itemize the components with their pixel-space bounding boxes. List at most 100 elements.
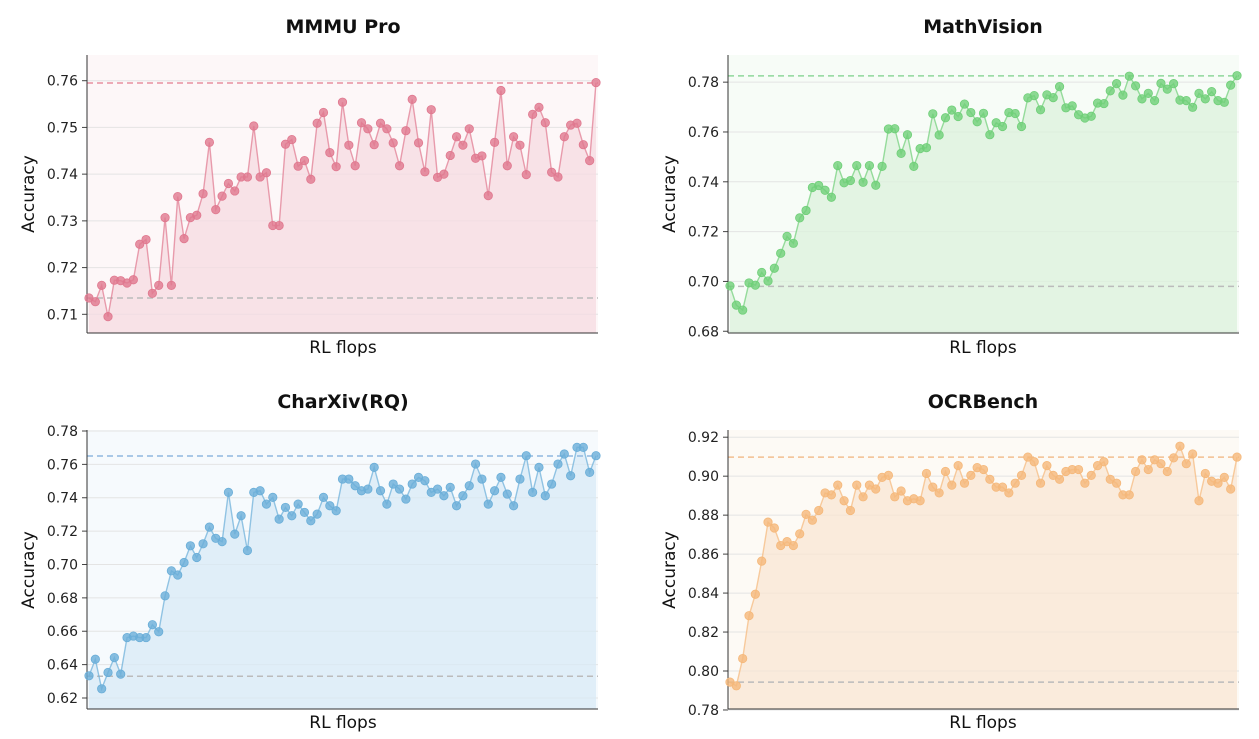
data-point <box>192 210 202 220</box>
data-point <box>451 132 462 142</box>
data-point <box>1226 484 1236 494</box>
y-tick-label: 0.76 <box>47 457 78 473</box>
data-point <box>1035 105 1046 115</box>
data-point <box>451 501 462 511</box>
data-point <box>902 130 913 140</box>
data-point <box>1226 80 1236 90</box>
data-point <box>198 189 208 199</box>
data-point <box>776 248 786 258</box>
data-point <box>489 486 500 496</box>
data-point <box>877 161 887 171</box>
data-point <box>534 102 544 112</box>
data-point <box>274 514 284 524</box>
area-fill <box>89 82 596 333</box>
charxiv-panel: CharXiv(RQ) RL flops Accuracy 0.62 0.64 0.… <box>19 391 601 733</box>
data-point <box>128 275 138 285</box>
y-tick-label: 0.80 <box>688 664 719 680</box>
data-point <box>312 118 322 128</box>
data-point <box>185 541 195 551</box>
panel-title: OCRBench <box>928 391 1038 413</box>
data-point <box>528 109 538 119</box>
data-point <box>966 470 976 480</box>
data-point <box>344 140 354 150</box>
data-point <box>852 161 862 171</box>
data-point <box>1169 453 1179 463</box>
data-point <box>833 161 843 171</box>
data-point <box>249 121 259 131</box>
data-point <box>864 161 875 171</box>
data-point <box>90 297 100 307</box>
y-tick-label: 0.70 <box>688 274 719 290</box>
data-point <box>1111 478 1122 488</box>
y-tick-label: 0.62 <box>47 691 78 707</box>
data-point <box>1010 478 1020 488</box>
data-point <box>255 172 265 182</box>
data-point <box>255 486 265 496</box>
y-axis-label: Accuracy <box>19 531 39 609</box>
data-point <box>103 667 113 678</box>
data-point <box>166 566 176 576</box>
y-tick-label: 0.68 <box>47 591 78 607</box>
data-point <box>515 474 525 484</box>
data-point <box>972 117 982 127</box>
data-point <box>959 99 970 109</box>
data-point <box>116 669 126 679</box>
y-tick-label: 0.72 <box>47 261 78 277</box>
data-point <box>502 489 512 499</box>
data-point <box>192 552 202 563</box>
data-point <box>470 459 481 469</box>
data-point <box>1029 91 1039 101</box>
data-point <box>1156 459 1166 469</box>
mathvision-panel: MathVision RL flops Accuracy 0.68 0.70 0.7… <box>660 16 1242 358</box>
data-point <box>217 191 227 201</box>
mmmu-pro-panel: MMMU Pro RL flops Accuracy 0.71 0.72 0.73 0… <box>19 16 601 358</box>
data-point <box>997 121 1008 132</box>
data-point <box>325 148 335 158</box>
data-point <box>801 205 811 216</box>
data-point <box>757 267 767 278</box>
y-axis-label: Accuracy <box>19 155 39 233</box>
data-point <box>477 474 487 484</box>
data-point <box>261 499 272 509</box>
data-point <box>147 620 157 630</box>
data-point <box>1162 466 1172 477</box>
data-point <box>985 130 995 140</box>
data-point <box>318 107 329 118</box>
ocrbench-panel: OCRBench RL flops Accuracy 0.78 0.80 0.82 0… <box>660 391 1242 733</box>
data-point <box>230 529 240 539</box>
data-point <box>738 653 748 664</box>
data-point <box>845 505 856 516</box>
data-point <box>1023 452 1033 462</box>
data-point <box>1162 84 1172 94</box>
data-point <box>299 507 310 518</box>
data-point <box>483 191 493 201</box>
data-point <box>154 280 164 290</box>
y-tick-label: 0.72 <box>688 225 719 241</box>
data-point <box>160 212 170 223</box>
data-point <box>502 161 512 171</box>
y-tick-label: 0.78 <box>47 424 78 440</box>
data-point <box>750 280 760 290</box>
y-tick-label: 0.82 <box>688 625 719 641</box>
data-point <box>1143 88 1153 98</box>
data-point <box>852 480 862 490</box>
data-point <box>312 509 322 519</box>
x-axis-label: RL flops <box>309 338 377 358</box>
y-axis-label: Accuracy <box>660 531 680 609</box>
data-point <box>940 113 951 123</box>
data-point <box>223 178 234 189</box>
data-point <box>890 124 900 134</box>
data-point <box>896 486 906 496</box>
y-tick-label: 0.74 <box>47 167 78 183</box>
data-point <box>769 523 779 533</box>
data-point <box>515 140 525 150</box>
data-point <box>1054 474 1065 484</box>
data-point <box>1150 95 1160 106</box>
data-point <box>928 109 938 119</box>
data-point <box>382 499 392 509</box>
data-point <box>445 150 455 161</box>
y-tick-label: 0.75 <box>47 120 78 136</box>
data-point <box>578 140 588 150</box>
y-tick-label: 0.68 <box>688 324 719 340</box>
data-point <box>997 482 1008 492</box>
